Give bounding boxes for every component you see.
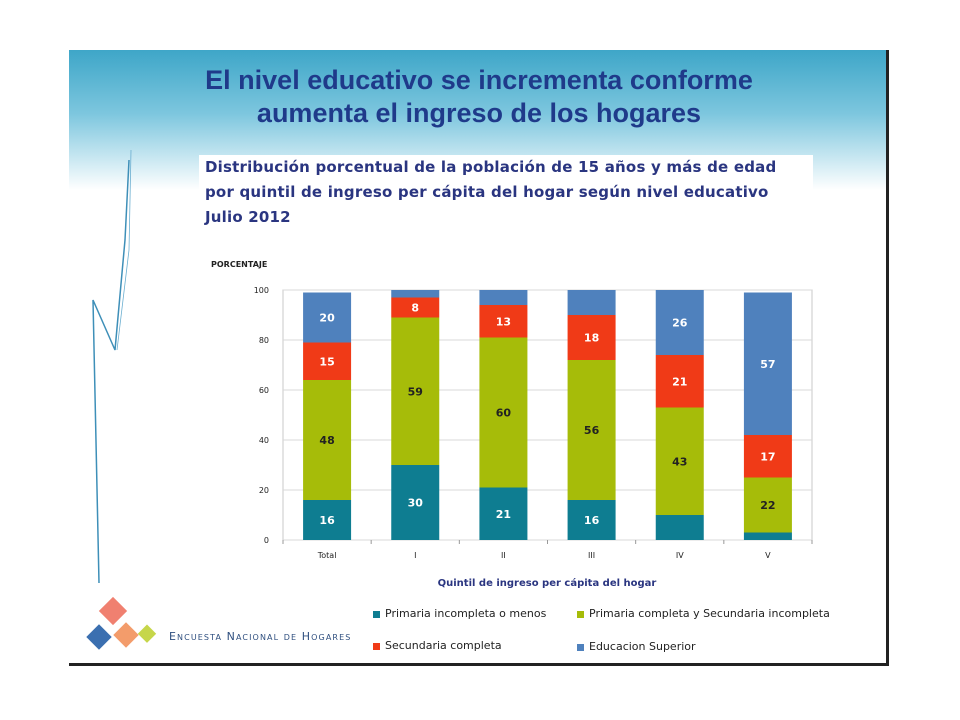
bar-segment [655,407,704,515]
x-tick-label: Total [317,551,337,560]
bar-segment [479,487,528,540]
bar-segment [303,500,352,540]
legend-swatch [373,610,380,618]
data-label: 21 [496,508,511,521]
bar-segment [303,380,352,500]
x-tick-label: II [501,551,506,560]
plot-area [282,289,813,541]
legend-swatch [577,643,584,651]
bar-segment [567,500,616,540]
data-label: 56 [584,424,600,437]
data-label: 21 [672,375,687,388]
y-tick-label: 80 [259,336,269,345]
y-tick-label: 60 [259,386,269,395]
data-label: 43 [672,455,687,468]
legend-swatch [373,642,380,650]
chart-subtitle-line-1: Distribución porcentual de la población … [205,158,777,176]
data-label: 30 [408,497,424,510]
bar-segment [567,315,616,360]
data-label: 26 [672,317,688,330]
data-label: 13 [496,315,511,328]
data-label: 16 [319,514,335,527]
bar-segment [479,337,528,488]
legend-label: Secundaria completa [385,639,502,652]
bar-segment [743,292,792,435]
data-label: 48 [319,434,334,447]
y-tick-label: 100 [254,286,269,295]
legend-item-secundaria-completa: Secundaria completa [373,639,502,652]
bar-segment [303,342,352,380]
legend-item-primaria-completa: Primaria completa y Secundaria incomplet… [577,607,830,620]
bar-segment [303,292,352,343]
bar-segment [655,290,704,355]
bar-segment [743,532,792,540]
x-tick-label: IV [676,551,684,560]
bar-segment [391,317,440,465]
bar-segment [743,477,792,533]
bar-segment [391,465,440,540]
bar-segment [655,355,704,408]
slide-title-line-1: El nivel educativo se incrementa conform… [205,65,753,95]
decorative-line [92,149,132,584]
y-tick-label: 0 [264,536,269,545]
data-label: 18 [584,332,599,345]
data-label: 60 [496,407,512,420]
bar-segment [655,515,704,540]
chart-subtitle-line-3: Julio 2012 [205,208,291,226]
x-tick-label: V [765,551,771,560]
data-label: 57 [760,358,775,371]
legend-label: Primaria incompleta o menos [385,607,547,620]
data-label: 22 [760,499,775,512]
bar-segment [391,297,440,318]
y-tick-label: 20 [259,486,269,495]
x-axis-label: Quintil de ingreso per cápita del hogar [438,577,657,589]
data-label: 17 [760,450,775,463]
legend-label: Primaria completa y Secundaria incomplet… [589,607,830,620]
logo-mark [86,596,157,650]
y-tick-label: 40 [259,436,269,445]
data-label: 59 [408,385,423,398]
bar-segment [391,290,440,298]
data-label: 16 [584,514,600,527]
x-tick-label: I [414,551,416,560]
legend-item-primaria-incompleta: Primaria incompleta o menos [373,607,546,620]
bar-segment [479,290,528,305]
slide-title-line-2: aumenta el ingreso de los hogares [256,98,702,128]
slide-title: El nivel educativo se incrementa conform… [109,64,849,130]
legend-item-educacion-superior: Educacion Superior [577,640,696,653]
bar-segment [743,435,792,478]
bar-segment [567,290,616,315]
bar-segment [567,360,616,500]
legend-swatch [577,610,584,618]
y-axis-label: PORCENTAJE [211,260,267,269]
bar-segment [479,305,528,338]
data-label: 15 [319,355,334,368]
stacked-bar-chart: 0 20 40 60 80 100 PORCENTAJE Quintil de ingreso… [211,260,813,589]
data-label: 20 [319,312,335,325]
x-tick-label: III [588,551,595,560]
logo-text: Encuesta Nacional de Hogares [169,630,352,643]
data-label: 8 [411,302,419,315]
chart-subtitle-line-2: por quintil de ingreso per cápita del ho… [205,183,769,201]
legend-label: Educacion Superior [589,640,696,653]
chart-subtitle-box [199,155,813,233]
slide: El nivel educativo se incrementa conform… [69,50,889,666]
